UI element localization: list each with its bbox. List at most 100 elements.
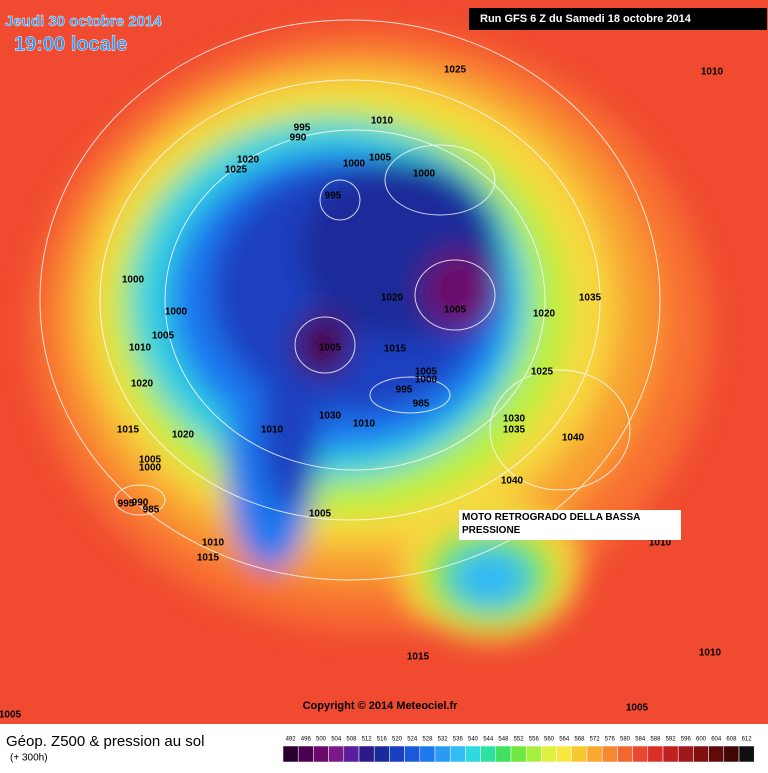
isobar-label: 985 <box>413 399 430 410</box>
isobar-label: 1015 <box>407 652 430 663</box>
legend-label: 536 <box>453 737 464 743</box>
legend-label: 524 <box>407 737 418 743</box>
legend-swatch <box>419 745 436 763</box>
isobar-label: 1025 <box>531 367 554 378</box>
isobar-label: 1020 <box>533 309 556 320</box>
isobar-label: 1000 <box>122 275 145 286</box>
legend-label: 608 <box>726 737 737 743</box>
isobar-label: 990 <box>132 498 149 509</box>
isobar-label: 995 <box>294 123 311 134</box>
legend-swatch <box>693 745 709 763</box>
legend-label: 504 <box>331 737 342 743</box>
isobar-label: 1015 <box>384 344 407 355</box>
isobar-label: 1025 <box>444 65 467 76</box>
isobar-label: 1010 <box>129 343 152 354</box>
isobar-label: 1020 <box>237 155 260 166</box>
time: 19:00 locale <box>14 33 127 55</box>
annotation-holder: MOTO RETROGRADO DELLA BASSA PRESSIONE <box>462 512 640 536</box>
legend-label: 548 <box>498 737 509 743</box>
legend-swatch <box>282 745 299 763</box>
legend-label: 576 <box>605 737 616 743</box>
legend-swatch <box>647 745 664 763</box>
footer-lead: (+ 300h) <box>10 753 48 764</box>
legend-swatch <box>586 745 603 763</box>
legend-label: 496 <box>301 737 312 743</box>
legend-swatch <box>373 745 390 763</box>
legend-label: 500 <box>316 737 327 743</box>
legend-label: 508 <box>346 737 357 743</box>
legend-label: 492 <box>286 737 297 743</box>
isobar-label: 1005 <box>309 509 332 520</box>
legend-swatch <box>571 745 588 763</box>
isobar-label: 1040 <box>562 433 585 444</box>
legend-label: 580 <box>620 737 631 743</box>
legend-swatch <box>662 745 679 763</box>
legend-swatch <box>328 745 345 763</box>
run-box <box>469 8 767 30</box>
isobar-label: 1010 <box>701 67 724 78</box>
legend-label: 612 <box>742 737 753 743</box>
legend-label: 552 <box>514 737 525 743</box>
isobar-label: 1015 <box>197 553 220 564</box>
legend-label: 584 <box>635 737 646 743</box>
legend-swatch <box>738 745 755 763</box>
annotation: MOTO RETROGRADO DELLA BASSA PRESSIONE <box>462 512 640 536</box>
legend-label: 512 <box>362 737 373 743</box>
legend-swatch <box>601 745 618 763</box>
legend-label: 520 <box>392 737 403 743</box>
legend-label: 592 <box>666 737 677 743</box>
isobar-label: 995 <box>396 385 413 396</box>
isobar-label: 1035 <box>503 425 526 436</box>
isobar-label: 1000 <box>165 307 188 318</box>
isobars <box>39 19 661 581</box>
legend-swatch <box>389 745 405 763</box>
isobar-label: 1035 <box>579 293 602 304</box>
isobar-label: 1020 <box>172 430 195 441</box>
isobar-label: 1005 <box>415 367 438 378</box>
isobar-label: 1005 <box>152 331 175 342</box>
legend-swatch <box>708 745 725 763</box>
legend-label: 556 <box>529 737 540 743</box>
annotation-box <box>459 510 681 540</box>
isobar-label: 1040 <box>501 476 524 487</box>
legend-label: 516 <box>377 737 388 743</box>
legend-label: 544 <box>483 737 494 743</box>
legend-swatch <box>541 745 557 763</box>
legend-swatch <box>632 745 649 763</box>
isobar-label: 1030 <box>503 414 526 425</box>
legend-swatch <box>556 745 573 763</box>
legend-swatch <box>677 745 694 763</box>
run: Run GFS 6 Z du Samedi 18 octobre 2014 <box>480 13 692 25</box>
isobar-label: 1010 <box>699 648 722 659</box>
legend-label: 568 <box>574 737 585 743</box>
legend-swatch <box>617 745 633 763</box>
legend-label: 600 <box>696 737 707 743</box>
legend-swatch <box>358 745 375 763</box>
isobar-label: 1030 <box>319 411 342 422</box>
isobar-label: 1010 <box>353 419 376 430</box>
legend-swatch <box>449 745 466 763</box>
legend-swatch <box>434 745 451 763</box>
isobar-label: 1020 <box>131 379 154 390</box>
isobar-label: 1025 <box>225 165 248 176</box>
legend-label: 564 <box>559 737 570 743</box>
legend-swatch <box>404 745 421 763</box>
isobar-label: 1000 <box>413 169 436 180</box>
legend-swatch <box>343 745 360 763</box>
isobar-label: 1000 <box>139 463 162 474</box>
footer-title: Géop. Z500 & pression au sol <box>6 733 204 750</box>
legend-swatch <box>465 745 481 763</box>
legend-swatch <box>723 745 740 763</box>
legend-label: 532 <box>438 737 449 743</box>
legend-swatch <box>297 745 314 763</box>
isobar-label: 1005 <box>444 305 467 316</box>
isobar-label: 1010 <box>649 538 672 549</box>
isobar-label: 1010 <box>202 538 225 549</box>
geopotential-field <box>30 30 710 640</box>
isobar-label: 1000 <box>343 159 366 170</box>
isobar-label: 990 <box>290 133 307 144</box>
isobar-label: 1020 <box>381 293 404 304</box>
isobar-label: 995 <box>325 191 342 202</box>
legend-swatch <box>510 745 527 763</box>
